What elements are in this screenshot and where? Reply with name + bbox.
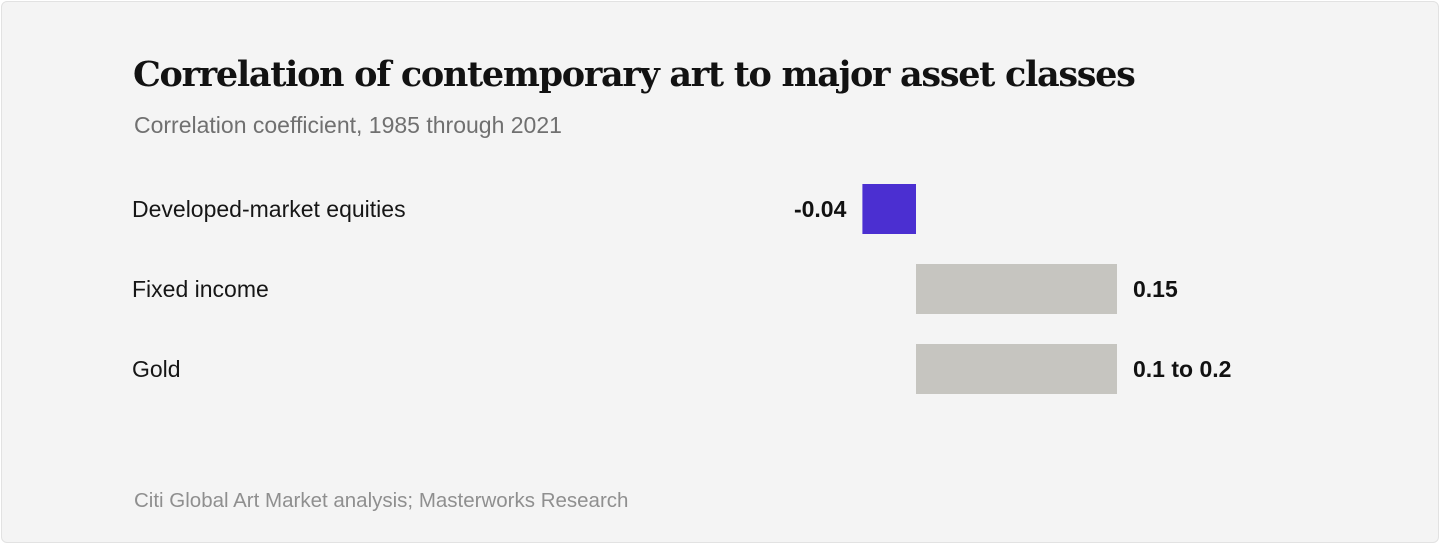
value-label: 0.1 to 0.2 <box>1133 356 1231 382</box>
bar <box>916 344 1117 394</box>
bar <box>862 184 916 234</box>
category-label: Developed-market equities <box>132 196 406 222</box>
value-label: 0.15 <box>1133 276 1178 302</box>
bar <box>916 264 1117 314</box>
category-label: Gold <box>132 356 181 382</box>
category-label: Fixed income <box>132 276 269 302</box>
value-label: -0.04 <box>794 196 847 222</box>
source-note: Citi Global Art Market analysis; Masterw… <box>134 489 629 512</box>
chart-subtitle: Correlation coefficient, 1985 through 20… <box>134 112 562 138</box>
chart-title: Correlation of contemporary art to major… <box>133 54 1136 95</box>
